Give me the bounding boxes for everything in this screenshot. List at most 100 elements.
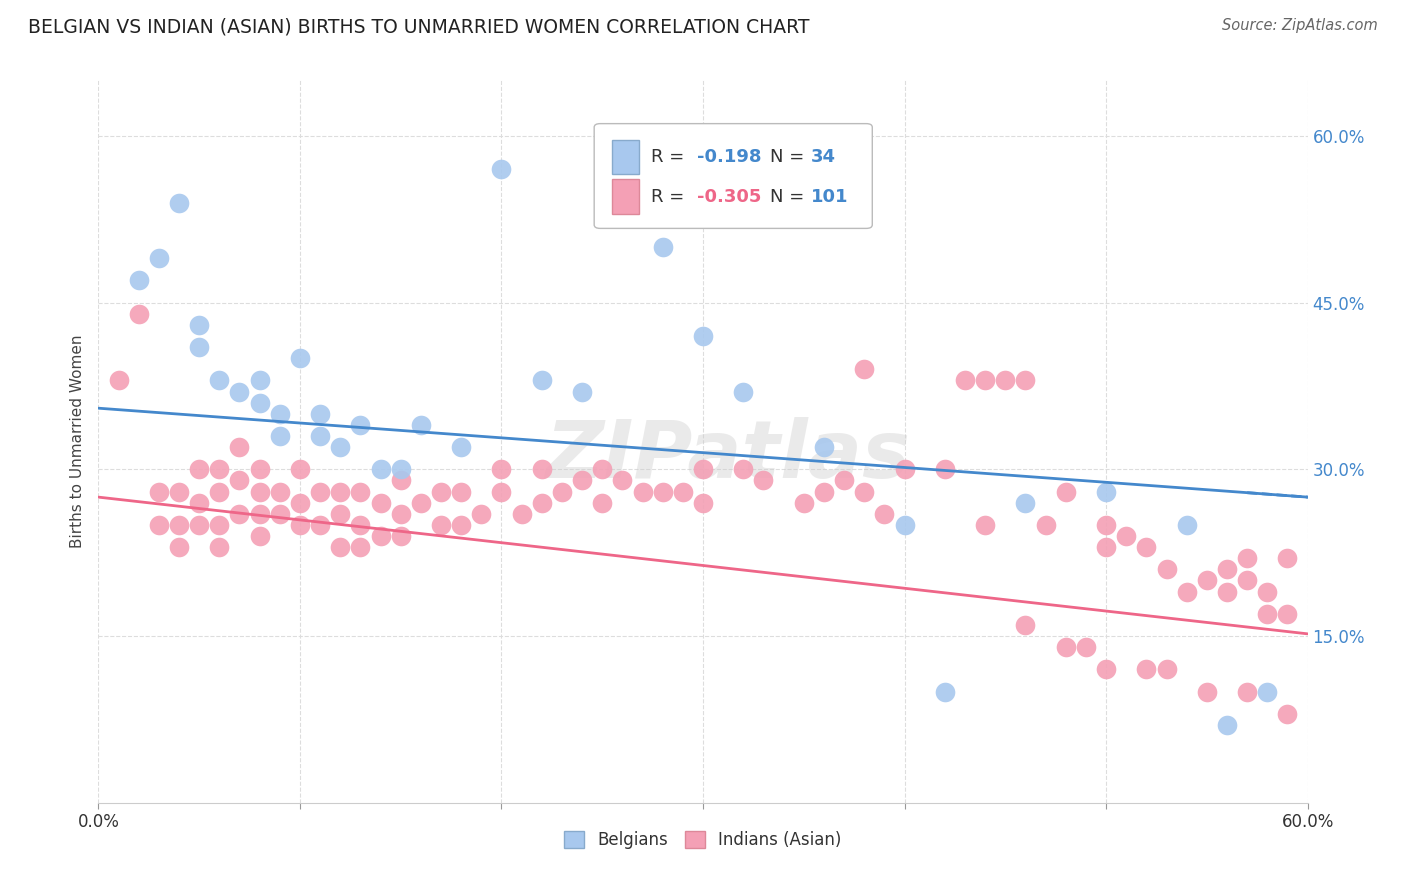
Point — [853, 362, 876, 376]
Text: R =: R = — [651, 148, 690, 166]
Point — [329, 440, 352, 454]
Point — [1156, 562, 1178, 576]
Point — [329, 507, 352, 521]
Point — [1014, 373, 1036, 387]
Point — [309, 517, 332, 532]
Point — [1277, 551, 1299, 566]
Point — [188, 462, 211, 476]
Text: ZIPatlas: ZIPatlas — [544, 417, 910, 495]
Point — [349, 517, 371, 532]
Point — [1095, 540, 1118, 554]
Point — [832, 474, 855, 488]
Text: N =: N = — [769, 148, 810, 166]
Point — [228, 474, 250, 488]
Point — [893, 517, 915, 532]
Point — [208, 484, 231, 499]
Point — [530, 373, 553, 387]
Point — [1035, 517, 1057, 532]
Point — [128, 307, 150, 321]
Point — [571, 474, 593, 488]
Point — [530, 496, 553, 510]
Text: BELGIAN VS INDIAN (ASIAN) BIRTHS TO UNMARRIED WOMEN CORRELATION CHART: BELGIAN VS INDIAN (ASIAN) BIRTHS TO UNMA… — [28, 18, 810, 37]
FancyBboxPatch shape — [595, 124, 872, 228]
Point — [1277, 706, 1299, 721]
Point — [813, 484, 835, 499]
Point — [1054, 484, 1077, 499]
Point — [934, 684, 956, 698]
Point — [228, 384, 250, 399]
Point — [1256, 584, 1278, 599]
FancyBboxPatch shape — [613, 179, 638, 214]
Point — [288, 462, 311, 476]
Point — [329, 484, 352, 499]
Point — [188, 496, 211, 510]
Point — [349, 484, 371, 499]
Text: R =: R = — [651, 187, 690, 205]
Point — [1175, 584, 1198, 599]
Point — [953, 373, 976, 387]
Point — [793, 496, 815, 510]
Point — [249, 529, 271, 543]
Point — [208, 540, 231, 554]
Point — [1277, 607, 1299, 621]
Point — [269, 484, 291, 499]
Point — [733, 384, 755, 399]
Point — [470, 507, 492, 521]
Point — [188, 318, 211, 332]
Point — [1175, 517, 1198, 532]
Point — [491, 484, 513, 499]
Point — [269, 507, 291, 521]
Point — [813, 440, 835, 454]
Point — [974, 517, 997, 532]
Point — [1014, 496, 1036, 510]
Point — [1216, 584, 1239, 599]
Point — [349, 417, 371, 432]
Point — [510, 507, 533, 521]
Point — [934, 462, 956, 476]
Point — [349, 540, 371, 554]
Point — [208, 517, 231, 532]
Point — [591, 496, 613, 510]
Point — [450, 517, 472, 532]
Point — [893, 462, 915, 476]
Point — [1236, 684, 1258, 698]
Point — [733, 462, 755, 476]
Point — [208, 462, 231, 476]
Point — [994, 373, 1017, 387]
Point — [128, 273, 150, 287]
Point — [1195, 574, 1218, 588]
Legend: Belgians, Indians (Asian): Belgians, Indians (Asian) — [558, 824, 848, 856]
Point — [228, 440, 250, 454]
Point — [1054, 640, 1077, 655]
Point — [370, 462, 392, 476]
Point — [591, 462, 613, 476]
Point — [651, 240, 673, 254]
Point — [1236, 551, 1258, 566]
Point — [389, 529, 412, 543]
Text: N =: N = — [769, 187, 810, 205]
Point — [1216, 718, 1239, 732]
Point — [491, 162, 513, 177]
Text: 34: 34 — [811, 148, 835, 166]
Point — [692, 462, 714, 476]
Point — [491, 462, 513, 476]
Point — [269, 429, 291, 443]
Point — [167, 517, 190, 532]
Point — [148, 251, 170, 265]
Point — [752, 474, 775, 488]
Point — [450, 484, 472, 499]
Point — [188, 340, 211, 354]
Text: Source: ZipAtlas.com: Source: ZipAtlas.com — [1222, 18, 1378, 33]
Point — [1195, 684, 1218, 698]
Point — [249, 395, 271, 409]
Point — [288, 496, 311, 510]
Point — [1135, 540, 1157, 554]
Point — [329, 540, 352, 554]
FancyBboxPatch shape — [613, 139, 638, 174]
Point — [249, 507, 271, 521]
Point — [370, 529, 392, 543]
Point — [249, 462, 271, 476]
Point — [288, 517, 311, 532]
Point — [631, 484, 654, 499]
Point — [249, 484, 271, 499]
